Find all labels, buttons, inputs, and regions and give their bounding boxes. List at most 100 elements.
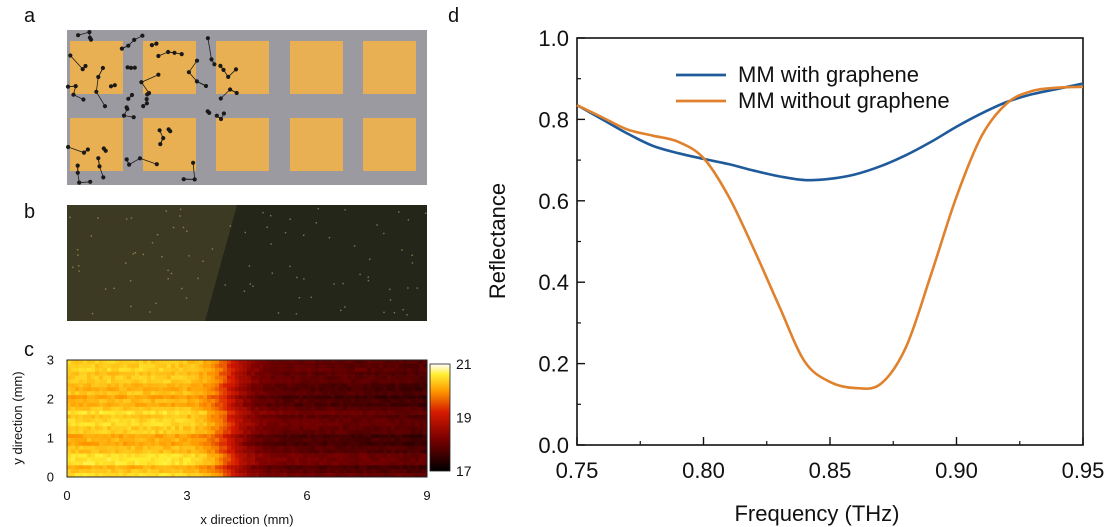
heatmap-cell	[355, 399, 360, 404]
heatmap-cell	[99, 363, 104, 369]
heatmap-cell	[99, 441, 104, 447]
lattice-atom	[144, 97, 149, 102]
heatmap-cell	[371, 379, 376, 384]
heatmap-cell	[267, 438, 272, 443]
photo-speck	[149, 311, 151, 313]
heatmap-cell	[331, 426, 336, 431]
heatmap-cell	[351, 469, 356, 474]
heatmap-cell	[163, 434, 168, 439]
heatmap-cell	[227, 457, 232, 462]
heatmap-cell	[127, 383, 132, 388]
heatmap-cell	[363, 441, 368, 447]
heatmap-cell	[327, 457, 332, 462]
heatmap-cell	[247, 449, 252, 454]
heatmap-cell	[215, 375, 220, 380]
heatmap-cell	[179, 399, 184, 404]
heatmap-cell	[167, 445, 172, 450]
heatmap-cell	[319, 430, 324, 435]
heatmap-cell	[327, 426, 332, 431]
heatmap-cell	[179, 387, 184, 392]
heatmap-cell	[139, 449, 144, 454]
heatmap-cell	[375, 414, 380, 419]
heatmap-cell	[127, 453, 132, 458]
heatmap-cell	[227, 426, 232, 431]
heatmap-cell	[267, 360, 272, 365]
heatmap-cell	[367, 371, 372, 376]
heatmap-cell	[287, 391, 292, 396]
heatmap-cell	[379, 414, 384, 419]
heatmap-cell	[315, 395, 320, 400]
heatmap-cell	[143, 363, 148, 369]
heatmap-cell	[119, 367, 124, 372]
heatmap-cell	[167, 449, 172, 454]
heatmap-cell	[67, 414, 72, 419]
photo-speck	[243, 290, 246, 292]
heatmap-cell	[367, 379, 372, 384]
heatmap-cell	[407, 441, 412, 447]
heatmap-cell	[75, 457, 80, 462]
heatmap-cell	[167, 395, 172, 400]
heatmap-cell	[155, 375, 160, 380]
heatmap-cell	[207, 375, 212, 380]
heatmap-cell	[355, 422, 360, 427]
heatmap-cell	[203, 445, 208, 450]
heatmap-cell	[147, 418, 152, 423]
heatmap-cell	[263, 461, 268, 466]
heatmap-cell	[199, 387, 204, 392]
heatmap-cell	[303, 387, 308, 392]
heatmap-cell	[195, 375, 200, 380]
heatmap-cell	[175, 360, 180, 365]
heatmap-cell	[299, 465, 304, 470]
heatmap-cell	[111, 387, 116, 392]
heatmap-cell	[203, 473, 208, 478]
photo-speck	[383, 311, 385, 314]
heatmap-cell	[223, 406, 228, 411]
heatmap-cell	[111, 469, 116, 474]
heatmap-cell	[119, 414, 124, 419]
heatmap-cell	[279, 387, 284, 392]
heatmap-cell	[287, 430, 292, 435]
heatmap-cell	[319, 438, 324, 443]
heatmap-cell	[155, 418, 160, 423]
heatmap-cell	[351, 367, 356, 372]
heatmap-cell	[211, 379, 216, 384]
heatmap-cell	[91, 449, 96, 454]
heatmap-cell	[127, 426, 132, 431]
heatmap-cell	[347, 410, 352, 415]
heatmap-cell	[379, 449, 384, 454]
heatmap-cell	[83, 363, 88, 369]
photo-speck	[69, 216, 71, 219]
photo-speck	[77, 254, 79, 256]
heatmap-cell	[351, 379, 356, 384]
heatmap-cell	[363, 438, 368, 443]
heatmap-cell	[219, 445, 224, 450]
heatmap-cell	[339, 441, 344, 447]
heatmap-cell	[383, 422, 388, 427]
panel-a-metamaterial-schematic	[65, 29, 427, 185]
heatmap-cell	[411, 367, 416, 372]
photo-speck	[284, 231, 287, 234]
heatmap-cell	[111, 426, 116, 431]
heatmap-cell	[175, 379, 180, 384]
heatmap-cell	[83, 453, 88, 458]
heatmap-cell	[387, 402, 392, 408]
heatmap-cell	[139, 422, 144, 427]
heatmap-cell	[275, 422, 280, 427]
heatmap-cell	[223, 441, 228, 447]
heatmap-cell	[239, 422, 244, 427]
heatmap-cell	[347, 438, 352, 443]
heatmap-cell	[223, 469, 228, 474]
heatmap-cell	[263, 395, 268, 400]
heatmap-cell	[191, 406, 196, 411]
heatmap-cell	[207, 367, 212, 372]
panel-b-optical-photo	[67, 205, 427, 321]
heatmap-cell	[387, 441, 392, 447]
heatmap-cell	[239, 402, 244, 408]
heatmap-cell	[391, 383, 396, 388]
heatmap-cell	[147, 383, 152, 388]
heatmap-cell	[383, 418, 388, 423]
heatmap-cell	[107, 363, 112, 369]
heatmap-cell	[103, 445, 108, 450]
heatmap-cell	[407, 426, 412, 431]
heatmap-cell	[323, 371, 328, 376]
